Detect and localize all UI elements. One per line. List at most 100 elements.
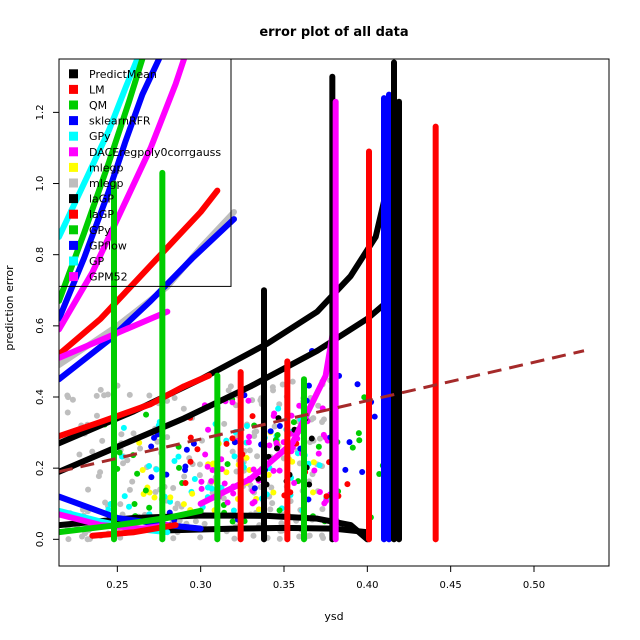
data-point [316, 489, 323, 496]
legend-label: mlegp [89, 161, 124, 174]
data-point [322, 434, 329, 441]
legend-swatch [69, 100, 78, 110]
legend-label: GPflow [89, 239, 127, 252]
data-point [130, 430, 137, 437]
x-tick-label: 0.40 [356, 580, 378, 591]
data-point [197, 534, 204, 541]
data-point [251, 498, 258, 505]
legend-label: GP [89, 255, 105, 268]
data-point [255, 506, 262, 513]
data-point [230, 507, 237, 514]
data-point [319, 506, 326, 513]
data-point [153, 466, 160, 473]
data-point [319, 419, 326, 426]
data-point [267, 506, 274, 513]
data-point [246, 433, 253, 440]
y-axis-label: prediction error [3, 265, 16, 351]
y-tick-label: 0.8 [35, 247, 46, 263]
legend-label: sklearnRFR [89, 115, 151, 128]
data-point [134, 470, 141, 477]
data-point [229, 518, 236, 525]
data-point [346, 439, 353, 446]
data-point [176, 464, 183, 471]
data-point [323, 493, 330, 500]
legend-swatch [69, 116, 78, 126]
data-point [269, 384, 276, 391]
data-point [201, 520, 208, 527]
data-point [191, 476, 198, 483]
data-point [93, 412, 100, 419]
data-point [102, 499, 109, 506]
legend-label: laGP [89, 193, 114, 206]
data-point [139, 466, 146, 473]
data-point [308, 435, 315, 442]
data-point [254, 453, 261, 460]
y-tick-label: 0.0 [35, 531, 46, 547]
data-point [270, 412, 277, 419]
data-point [143, 411, 150, 418]
data-point [126, 391, 133, 398]
data-point [126, 503, 133, 510]
data-point [167, 494, 174, 501]
data-point [120, 460, 127, 467]
data-point [223, 440, 230, 447]
data-point [148, 474, 155, 481]
data-point [355, 430, 362, 437]
data-point [208, 485, 215, 492]
series-line [59, 187, 221, 358]
legend-swatch [69, 209, 78, 219]
data-point [359, 468, 366, 475]
data-point [230, 490, 237, 497]
data-point [121, 493, 128, 500]
data-point [97, 386, 104, 393]
data-point [344, 481, 351, 488]
data-point [376, 470, 383, 477]
data-point [183, 446, 190, 453]
data-point [349, 444, 356, 451]
legend-swatch [69, 225, 78, 235]
data-point [270, 467, 277, 474]
data-point [245, 397, 252, 404]
data-point [231, 535, 238, 542]
data-point [296, 533, 303, 540]
data-point [89, 448, 96, 455]
legend-swatch [69, 194, 78, 204]
data-point [129, 478, 136, 485]
series-line [59, 507, 204, 536]
data-point [342, 466, 349, 473]
data-point [124, 457, 131, 464]
legend-swatch [69, 131, 78, 141]
data-point [305, 382, 312, 389]
data-point [174, 500, 181, 507]
data-point [172, 505, 179, 512]
data-point [221, 480, 228, 487]
data-point [148, 443, 155, 450]
y-tick-label: 1.2 [35, 104, 46, 120]
x-axis-label: ysd [324, 610, 343, 623]
legend-swatch [69, 69, 78, 79]
data-point [267, 428, 274, 435]
series-line [197, 322, 337, 507]
legend-swatch [69, 178, 78, 188]
y-tick-label: 1.0 [35, 176, 46, 192]
data-point [224, 461, 231, 468]
data-point [251, 485, 258, 492]
data-point [323, 498, 330, 505]
legend-label: GPM52 [89, 271, 128, 284]
data-point [315, 402, 322, 409]
data-point [95, 473, 102, 480]
data-point [229, 448, 236, 455]
data-point [198, 485, 205, 492]
x-tick-label: 0.35 [273, 580, 295, 591]
data-point [208, 478, 215, 485]
data-point [275, 405, 282, 412]
data-point [227, 383, 234, 390]
legend-label: DACEregpoly0corrgauss [89, 146, 221, 159]
legend-label: GPy [89, 224, 111, 237]
legend-swatch [69, 272, 78, 282]
legend: PredictMean LM QM sklearnRFR GPy DACEregpoly0… [58, 58, 232, 287]
data-point [154, 438, 161, 445]
data-point [229, 435, 236, 442]
data-point [276, 467, 283, 474]
